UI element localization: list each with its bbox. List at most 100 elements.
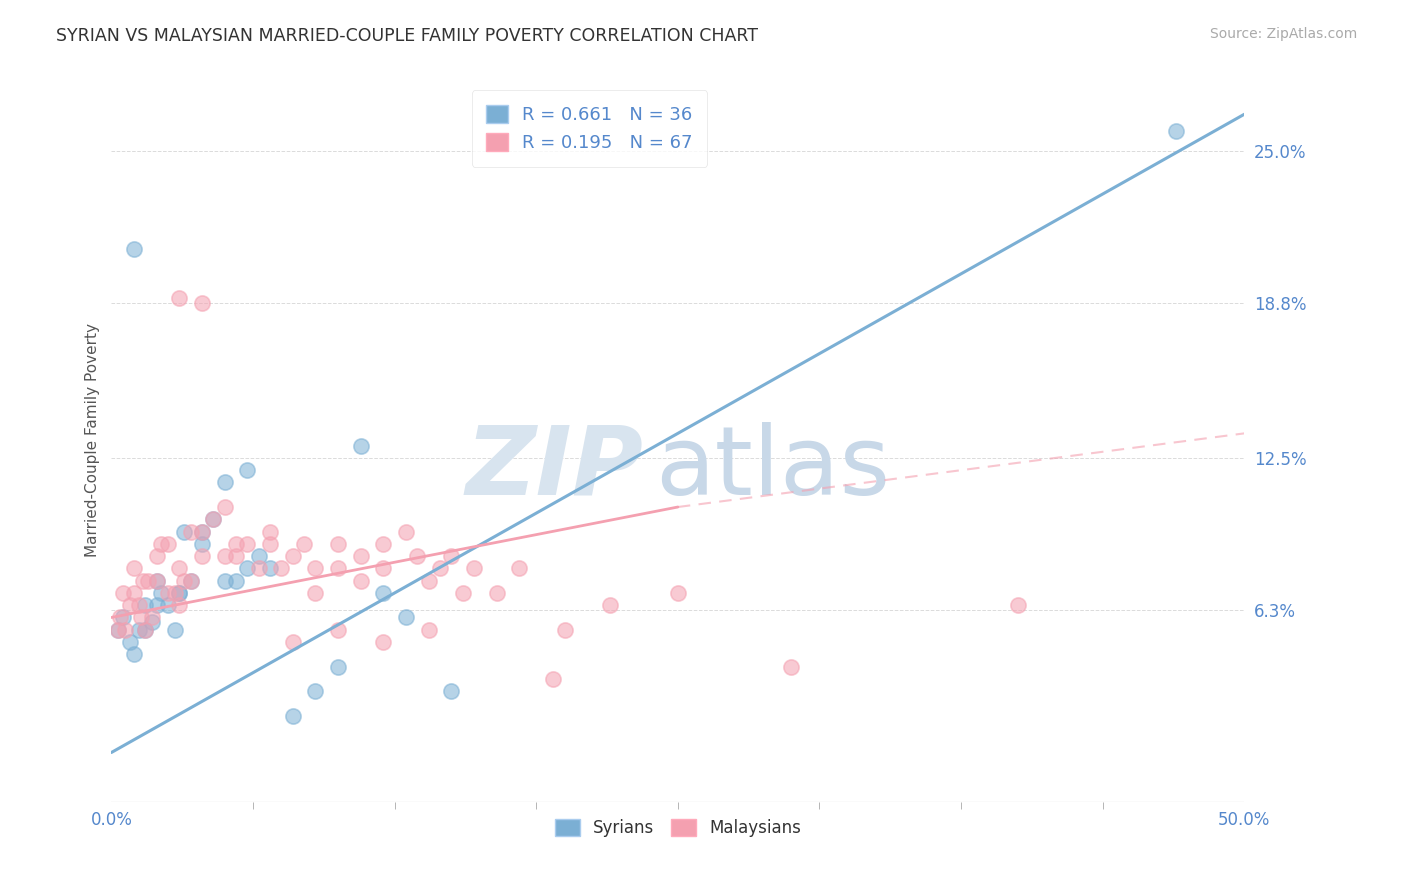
Point [128, 598, 150, 612]
Point [304, 684, 326, 698]
Point [326, 561, 349, 575]
Point [554, 623, 576, 637]
Point [180, 524, 202, 539]
Point [141, 615, 163, 630]
Point [191, 296, 214, 310]
Point [270, 561, 292, 575]
Point [122, 561, 145, 575]
Point [111, 610, 134, 624]
Point [326, 537, 349, 551]
Point [191, 537, 214, 551]
Point [128, 623, 150, 637]
Point [202, 512, 225, 526]
Point [173, 524, 195, 539]
Point [141, 610, 163, 624]
Point [259, 524, 281, 539]
Point [169, 586, 191, 600]
Point [225, 574, 247, 588]
Point [169, 586, 191, 600]
Point [451, 586, 474, 600]
Point [134, 623, 156, 637]
Point [107, 623, 129, 637]
Point [110, 610, 132, 624]
Point [114, 623, 136, 637]
Point [281, 708, 304, 723]
Point [157, 598, 180, 612]
Point [373, 635, 395, 649]
Point [191, 549, 214, 563]
Point [508, 561, 530, 575]
Point [214, 475, 236, 490]
Point [118, 635, 141, 649]
Point [157, 537, 180, 551]
Point [134, 623, 156, 637]
Point [173, 574, 195, 588]
Point [169, 561, 191, 575]
Point [122, 648, 145, 662]
Point [247, 561, 270, 575]
Point [247, 549, 270, 563]
Point [191, 524, 214, 539]
Point [259, 537, 281, 551]
Point [163, 586, 186, 600]
Point [373, 561, 395, 575]
Point [134, 598, 156, 612]
Point [163, 623, 186, 637]
Point [440, 549, 463, 563]
Text: SYRIAN VS MALAYSIAN MARRIED-COUPLE FAMILY POVERTY CORRELATION CHART: SYRIAN VS MALAYSIAN MARRIED-COUPLE FAMIL… [56, 27, 758, 45]
Point [214, 500, 236, 514]
Y-axis label: Married-Couple Family Poverty: Married-Couple Family Poverty [86, 323, 100, 557]
Point [236, 561, 259, 575]
Point [418, 574, 440, 588]
Point [202, 512, 225, 526]
Text: atlas: atlas [655, 422, 890, 515]
Point [326, 659, 349, 673]
Point [418, 623, 440, 637]
Point [150, 537, 173, 551]
Point [122, 586, 145, 600]
Text: ZIP: ZIP [465, 422, 644, 515]
Point [406, 549, 429, 563]
Point [136, 574, 159, 588]
Point [326, 623, 349, 637]
Point [129, 610, 152, 624]
Point [463, 561, 485, 575]
Point [1166, 124, 1188, 138]
Text: Source: ZipAtlas.com: Source: ZipAtlas.com [1209, 27, 1357, 41]
Point [281, 635, 304, 649]
Point [225, 537, 247, 551]
Point [485, 586, 508, 600]
Point [180, 574, 202, 588]
Point [350, 439, 373, 453]
Point [150, 586, 173, 600]
Point [214, 549, 236, 563]
Point [541, 672, 564, 686]
Point [145, 598, 167, 612]
Point [107, 623, 129, 637]
Point [292, 537, 315, 551]
Point [429, 561, 451, 575]
Point [259, 561, 281, 575]
Point [132, 574, 155, 588]
Point [304, 586, 326, 600]
Point [350, 574, 373, 588]
Point [780, 659, 803, 673]
Point [440, 684, 463, 698]
Point [169, 598, 191, 612]
Legend: Syrians, Malaysians: Syrians, Malaysians [548, 813, 808, 844]
Point [145, 549, 167, 563]
Point [304, 561, 326, 575]
Point [1007, 598, 1029, 612]
Point [180, 574, 202, 588]
Point [111, 586, 134, 600]
Point [395, 610, 418, 624]
Point [373, 537, 395, 551]
Point [214, 574, 236, 588]
Point [169, 291, 191, 305]
Point [373, 586, 395, 600]
Point [145, 574, 167, 588]
Point [191, 524, 214, 539]
Point [118, 598, 141, 612]
Point [599, 598, 621, 612]
Point [666, 586, 689, 600]
